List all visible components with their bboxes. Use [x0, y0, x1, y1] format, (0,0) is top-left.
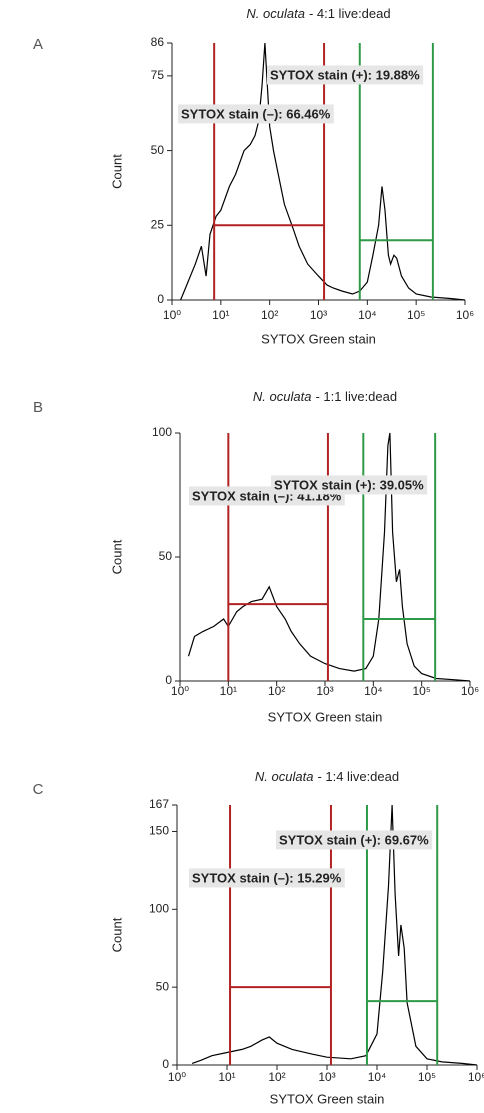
- x-tick-label: 10²: [261, 308, 278, 322]
- x-tick-label: 10⁵: [407, 308, 425, 322]
- x-tick-label: 10⁴: [364, 684, 383, 698]
- x-tick-label: 10⁰: [163, 308, 181, 322]
- y-tick-label: 86: [151, 35, 165, 49]
- gate-label: SYTOX stain (–): 15.29%: [192, 870, 342, 885]
- x-tick-label: 10⁶: [461, 684, 479, 698]
- x-tick-label: 10¹: [220, 684, 237, 698]
- x-tick-label: 10³: [316, 684, 333, 698]
- x-tick-label: 10⁶: [456, 308, 474, 322]
- histogram-line: [187, 432, 471, 682]
- y-tick-label: 0: [162, 1057, 169, 1071]
- y-tick-label: 50: [151, 143, 165, 157]
- panel-letter: A: [33, 36, 43, 53]
- title-species: N. oculata: [246, 6, 305, 21]
- panel-letter: C: [33, 781, 44, 798]
- y-tick-label: 167: [149, 797, 169, 811]
- x-tick-label: 10³: [318, 1070, 335, 1084]
- histogram-line: [191, 804, 478, 1066]
- x-tick-label: 10⁴: [368, 1070, 387, 1084]
- x-axis-label: SYTOX Green stain: [268, 709, 383, 724]
- y-tick-label: 50: [156, 979, 170, 993]
- x-axis-label: SYTOX Green stain: [270, 1091, 385, 1106]
- x-tick-label: 10⁶: [468, 1070, 484, 1084]
- gate-label: SYTOX stain (–): 66.46%: [181, 106, 331, 121]
- gate-label: SYTOX stain (+): 39.05%: [274, 477, 424, 492]
- x-tick-label: 10¹: [212, 308, 229, 322]
- gate-label: SYTOX stain (+): 19.88%: [270, 67, 420, 82]
- title-species: N. oculata: [255, 769, 314, 784]
- y-tick-label: 50: [159, 549, 173, 563]
- title-rest: - 4:1 live:dead: [309, 6, 391, 21]
- y-tick-label: 0: [165, 673, 172, 687]
- y-axis-label: Count: [109, 154, 124, 189]
- gate-label-bg: [271, 475, 428, 495]
- gate-label-bg: [267, 65, 424, 85]
- panel-letter: B: [33, 399, 43, 416]
- chart-title: N. oculata - 1:4 live:dead: [255, 769, 399, 784]
- x-tick-label: 10⁰: [168, 1070, 186, 1084]
- chart-title: N. oculata - 4:1 live:dead: [246, 6, 390, 21]
- y-tick-label: 100: [149, 901, 169, 915]
- y-tick-label: 150: [149, 824, 169, 838]
- title-rest: - 1:4 live:dead: [317, 769, 399, 784]
- gate-label: SYTOX stain (+): 69.67%: [279, 832, 429, 847]
- x-axis-label: SYTOX Green stain: [261, 331, 376, 346]
- gate-label-bg: [178, 104, 334, 124]
- gate-label-bg: [189, 868, 345, 888]
- y-tick-label: 75: [151, 68, 165, 82]
- y-tick-label: 100: [152, 425, 172, 439]
- x-tick-label: 10³: [310, 308, 327, 322]
- chart-title: N. oculata - 1:1 live:dead: [253, 389, 397, 404]
- x-tick-label: 10²: [268, 1070, 285, 1084]
- title-rest: - 1:1 live:dead: [315, 389, 397, 404]
- histogram-line: [180, 42, 466, 301]
- x-tick-label: 10²: [268, 684, 285, 698]
- x-tick-label: 10⁵: [413, 684, 431, 698]
- y-axis-label: Count: [109, 539, 124, 574]
- y-tick-label: 25: [151, 217, 165, 231]
- gate-label-bg: [276, 830, 433, 850]
- x-tick-label: 10⁴: [358, 308, 377, 322]
- x-tick-label: 10¹: [218, 1070, 235, 1084]
- y-tick-label: 0: [157, 292, 164, 306]
- y-axis-label: Count: [109, 917, 124, 952]
- x-tick-label: 10⁵: [418, 1070, 436, 1084]
- title-species: N. oculata: [253, 389, 312, 404]
- x-tick-label: 10⁰: [171, 684, 189, 698]
